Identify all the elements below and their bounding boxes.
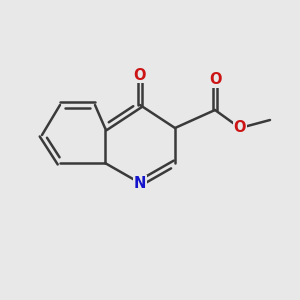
- Text: O: O: [134, 68, 146, 82]
- Text: N: N: [134, 176, 146, 190]
- Text: O: O: [209, 73, 221, 88]
- Text: O: O: [234, 121, 246, 136]
